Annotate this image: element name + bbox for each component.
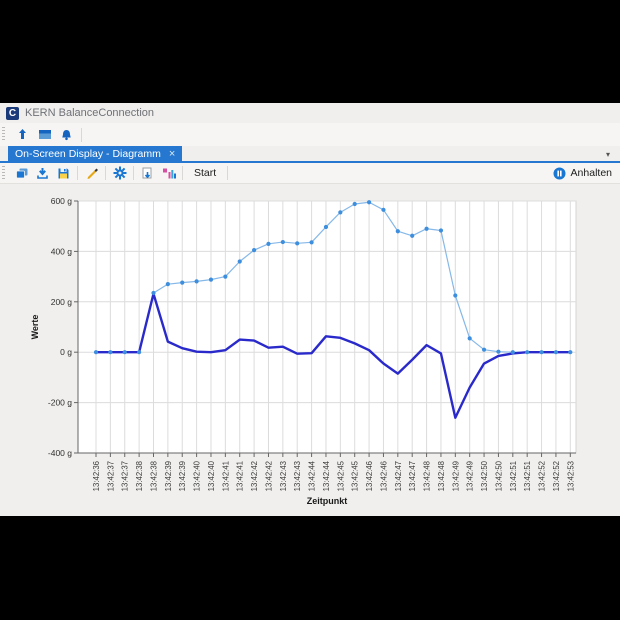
svg-text:13:42:36: 13:42:36 [92,461,101,491]
pause-icon [552,166,567,181]
line-chart: 13:42:36 13:42:37 13:42:37 13:42:38 13:42:38… [30,196,577,506]
tab-strip: On-Screen Display - Diagramm × ▾ [0,146,620,163]
svg-text:13:42:48: 13:42:48 [437,461,446,491]
toolbar-separator [77,166,78,180]
x-axis-title: Zeitpunkt [307,496,348,506]
copy-icon[interactable] [14,166,29,181]
svg-text:13:42:45: 13:42:45 [351,460,360,491]
toolbar-grip[interactable] [2,127,5,142]
toolbar-separator [105,166,106,180]
svg-text:0 g: 0 g [60,347,72,357]
window-icon[interactable] [37,127,52,142]
svg-text:13:42:47: 13:42:47 [408,461,417,491]
svg-text:-200 g: -200 g [48,398,72,408]
app-logo-icon: C [6,106,19,120]
svg-text:13:42:52: 13:42:52 [552,461,561,491]
svg-text:13:42:44: 13:42:44 [322,460,331,491]
notification-icon[interactable] [59,127,74,142]
svg-text:400 g: 400 g [51,246,73,256]
svg-text:13:42:50: 13:42:50 [494,460,503,491]
chart-toolbar-grip[interactable] [2,165,5,181]
svg-text:13:42:41: 13:42:41 [221,461,230,491]
export-icon[interactable] [140,166,155,181]
tab-overflow-chevron-icon[interactable]: ▾ [605,150,610,159]
svg-text:13:42:51: 13:42:51 [523,461,532,491]
svg-text:13:42:38: 13:42:38 [149,461,158,491]
upload-icon[interactable] [15,127,30,142]
svg-text:13:42:50: 13:42:50 [480,460,489,491]
svg-text:13:42:53: 13:42:53 [566,461,575,491]
chart-toolbar: Start Anhalten [0,163,620,184]
gear-icon[interactable] [112,166,127,181]
start-button[interactable]: Start [194,167,217,179]
svg-text:13:42:46: 13:42:46 [379,461,388,491]
svg-text:13:42:49: 13:42:49 [451,461,460,491]
import-icon[interactable] [35,166,50,181]
svg-text:13:42:43: 13:42:43 [293,461,302,491]
toolbar-separator [227,166,229,180]
tab-diagramm[interactable]: On-Screen Display - Diagramm × [8,146,183,161]
svg-text:13:42:37: 13:42:37 [106,461,115,491]
svg-text:-400 g: -400 g [48,448,72,458]
tab-close-icon[interactable]: × [168,147,176,160]
chart-panel: 13:42:36 13:42:37 13:42:37 13:42:38 13:42:38… [0,184,620,516]
stop-button[interactable]: Anhalten [552,166,612,181]
svg-text:13:42:39: 13:42:39 [164,461,173,491]
main-toolbar [0,123,620,146]
svg-text:13:42:52: 13:42:52 [538,461,547,491]
svg-text:13:42:42: 13:42:42 [250,461,259,491]
svg-text:13:42:46: 13:42:46 [365,461,374,491]
toolbar-separator [182,166,183,180]
y-axis-title: Werte [30,315,40,340]
title-bar: C KERN BalanceConnection [0,103,620,123]
svg-text:13:42:51: 13:42:51 [509,461,518,491]
svg-text:13:42:44: 13:42:44 [308,460,317,491]
svg-text:13:42:37: 13:42:37 [121,461,130,491]
svg-text:13:42:47: 13:42:47 [394,461,403,491]
stop-button-label: Anhalten [570,167,612,179]
svg-text:13:42:48: 13:42:48 [423,461,432,491]
app-window: C KERN BalanceConnection On-Screen Displ… [0,103,620,516]
svg-text:13:42:40: 13:42:40 [207,460,216,491]
svg-text:13:42:43: 13:42:43 [279,461,288,491]
svg-text:13:42:38: 13:42:38 [135,461,144,491]
svg-text:13:42:41: 13:42:41 [236,461,245,491]
pen-icon[interactable] [84,166,99,181]
toolbar-separator [81,127,82,142]
svg-text:13:42:39: 13:42:39 [178,461,187,491]
window-title: KERN BalanceConnection [25,107,155,119]
toolbar-separator [133,166,134,180]
svg-text:600 g: 600 g [51,196,73,206]
svg-text:13:42:42: 13:42:42 [264,461,273,491]
svg-text:200 g: 200 g [51,297,73,307]
svg-text:13:42:45: 13:42:45 [336,460,345,491]
save-icon[interactable] [56,166,71,181]
svg-text:13:42:49: 13:42:49 [466,461,475,491]
svg-text:13:42:40: 13:42:40 [193,460,202,491]
tab-label: On-Screen Display - Diagramm [15,147,161,160]
stats-icon[interactable] [161,166,176,181]
